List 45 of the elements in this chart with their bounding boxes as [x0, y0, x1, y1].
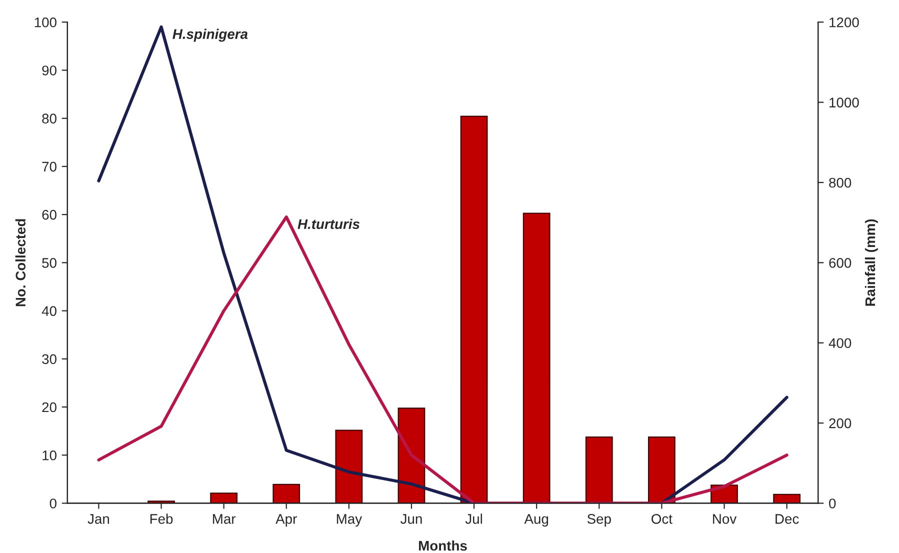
x-tick-label: Jul	[465, 514, 482, 524]
bar	[585, 436, 613, 504]
y2-tick-label: 200	[829, 418, 852, 428]
x-tick-label: May	[336, 514, 362, 527]
x-tick-label: Dec	[776, 514, 799, 524]
y2-tick-label: 0	[829, 498, 836, 508]
x-tick-label: Nov	[713, 514, 737, 524]
x-tick-label: Aug	[524, 514, 548, 527]
bar	[210, 492, 238, 504]
series-label: H.turturis	[298, 218, 360, 230]
y2-axis-title: Rainfall (mm)	[864, 219, 878, 306]
x-axis-title: Months	[419, 540, 467, 551]
x-tick-label: Sep	[587, 514, 611, 527]
bar	[460, 116, 488, 504]
y-tick-label: 10	[42, 450, 56, 460]
y-tick-label: 30	[42, 354, 56, 364]
y-tick-label: 100	[34, 17, 56, 28]
y2-tick-label: 800	[829, 178, 852, 188]
y-axis-title: No. Collected	[15, 219, 26, 306]
x-tick-label: Jan	[88, 514, 109, 524]
y-tick-label: 50	[42, 258, 56, 268]
y2-tick-label: 1200	[830, 17, 859, 28]
line-series	[97, 215, 788, 504]
y2-tick-label: 400	[828, 338, 852, 348]
x-tick-label: Oct	[652, 514, 672, 524]
x-tick-label: Jun	[400, 514, 422, 524]
y-tick-label: 70	[42, 162, 56, 172]
y2-tick-label: 600	[829, 258, 852, 268]
bar	[272, 484, 300, 504]
y-tick-label: 20	[42, 402, 56, 412]
series-label: H.spinigera	[172, 28, 248, 42]
y-tick-label: 90	[42, 66, 56, 76]
x-tick-label: Mar	[212, 514, 236, 524]
y2-tick-label: 1000	[830, 98, 859, 108]
bar	[648, 436, 676, 504]
bar	[773, 494, 801, 504]
x-tick-label: Apr	[276, 514, 297, 527]
y-tick-label: 0	[50, 498, 56, 508]
y-tick-label: 40	[42, 306, 56, 316]
bar	[522, 212, 550, 504]
y-tick-label: 60	[42, 210, 56, 220]
bar	[398, 408, 426, 504]
bar	[335, 430, 363, 504]
x-tick-label: Feb	[150, 514, 173, 524]
y-tick-label: 80	[42, 114, 56, 124]
